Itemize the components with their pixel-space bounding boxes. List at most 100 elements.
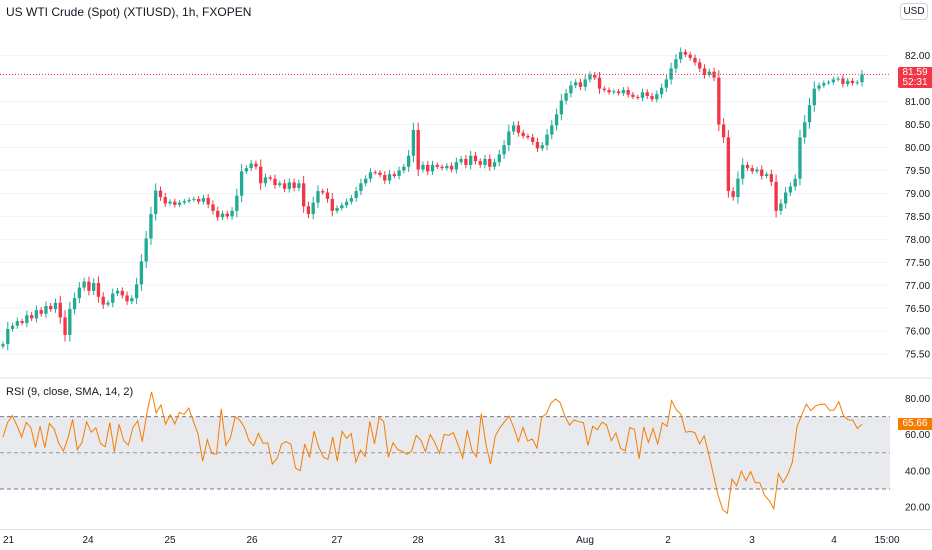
- candle[interactable]: [235, 188, 239, 218]
- candle[interactable]: [464, 155, 468, 169]
- candle[interactable]: [77, 282, 82, 304]
- candle[interactable]: [87, 276, 91, 296]
- candle[interactable]: [297, 179, 301, 191]
- candle[interactable]: [25, 310, 29, 328]
- candle[interactable]: [807, 97, 812, 129]
- candle[interactable]: [244, 165, 249, 175]
- candle[interactable]: [397, 166, 401, 180]
- candle[interactable]: [354, 186, 358, 202]
- candle[interactable]: [187, 197, 191, 204]
- candle[interactable]: [115, 288, 120, 297]
- candle[interactable]: [688, 51, 692, 61]
- candle[interactable]: [717, 70, 721, 132]
- candle[interactable]: [812, 81, 816, 112]
- candle[interactable]: [674, 54, 678, 73]
- candle[interactable]: [130, 295, 134, 305]
- candle[interactable]: [168, 199, 172, 206]
- candle[interactable]: [459, 155, 463, 165]
- candle[interactable]: [340, 202, 344, 211]
- candle[interactable]: [655, 90, 659, 103]
- candle[interactable]: [325, 188, 330, 203]
- rsi-axis[interactable]: 80.00 60.00 40.00 20.00: [905, 394, 930, 514]
- candle[interactable]: [774, 174, 778, 218]
- candle[interactable]: [769, 169, 773, 187]
- candle[interactable]: [96, 276, 101, 303]
- candle[interactable]: [669, 62, 673, 85]
- candle[interactable]: [721, 118, 726, 144]
- candle[interactable]: [473, 151, 478, 165]
- candle[interactable]: [826, 80, 831, 86]
- candle[interactable]: [478, 158, 482, 168]
- candle[interactable]: [764, 171, 769, 179]
- candle[interactable]: [454, 157, 459, 174]
- candle[interactable]: [311, 196, 315, 220]
- candle[interactable]: [220, 210, 225, 221]
- candle[interactable]: [841, 74, 845, 88]
- candle[interactable]: [268, 175, 272, 181]
- candle[interactable]: [201, 194, 206, 205]
- candle[interactable]: [182, 198, 187, 205]
- candle[interactable]: [364, 175, 368, 187]
- candle[interactable]: [82, 277, 86, 292]
- candle[interactable]: [745, 161, 750, 171]
- candle[interactable]: [602, 86, 606, 93]
- candle[interactable]: [134, 277, 139, 305]
- currency-button[interactable]: USD: [900, 3, 928, 20]
- candle[interactable]: [426, 160, 430, 176]
- candle[interactable]: [616, 88, 621, 96]
- candle[interactable]: [583, 75, 587, 91]
- candle[interactable]: [779, 199, 783, 215]
- candle[interactable]: [278, 180, 282, 188]
- candle[interactable]: [860, 69, 864, 87]
- candle[interactable]: [698, 58, 702, 72]
- candle[interactable]: [755, 167, 759, 174]
- candle[interactable]: [249, 160, 253, 172]
- candle[interactable]: [192, 196, 196, 202]
- candle[interactable]: [783, 186, 788, 209]
- candle[interactable]: [545, 129, 549, 151]
- candle[interactable]: [287, 178, 292, 193]
- candle[interactable]: [702, 64, 707, 79]
- candle[interactable]: [392, 171, 396, 179]
- candle[interactable]: [139, 254, 144, 291]
- candle[interactable]: [225, 210, 229, 219]
- candle[interactable]: [111, 288, 115, 308]
- candle[interactable]: [144, 231, 148, 269]
- candle[interactable]: [793, 174, 797, 191]
- candle[interactable]: [554, 108, 559, 131]
- candle[interactable]: [282, 179, 287, 193]
- candle[interactable]: [540, 142, 544, 152]
- price-candles[interactable]: [1, 47, 864, 351]
- candle[interactable]: [531, 133, 535, 146]
- candle[interactable]: [621, 87, 626, 96]
- candle[interactable]: [626, 86, 630, 98]
- candle[interactable]: [39, 306, 43, 317]
- candle[interactable]: [469, 150, 473, 170]
- candle[interactable]: [149, 206, 153, 246]
- candle[interactable]: [359, 178, 363, 196]
- candle[interactable]: [535, 137, 540, 153]
- candle[interactable]: [259, 159, 263, 190]
- candle[interactable]: [659, 83, 664, 98]
- candle[interactable]: [597, 71, 602, 94]
- candle[interactable]: [49, 303, 53, 312]
- candle[interactable]: [158, 186, 163, 201]
- candle[interactable]: [645, 89, 649, 99]
- candle[interactable]: [788, 182, 793, 197]
- candle[interactable]: [850, 78, 855, 86]
- candle[interactable]: [449, 162, 454, 173]
- candle[interactable]: [125, 291, 129, 305]
- candle[interactable]: [430, 160, 435, 176]
- candle[interactable]: [569, 80, 573, 98]
- candle[interactable]: [44, 301, 48, 318]
- candle[interactable]: [406, 150, 411, 172]
- candle[interactable]: [502, 140, 506, 159]
- candle[interactable]: [349, 194, 354, 205]
- candle[interactable]: [640, 88, 645, 102]
- candle[interactable]: [435, 162, 439, 169]
- candle[interactable]: [206, 193, 210, 209]
- candle[interactable]: [588, 71, 592, 83]
- candle[interactable]: [650, 93, 654, 102]
- candle[interactable]: [330, 192, 334, 217]
